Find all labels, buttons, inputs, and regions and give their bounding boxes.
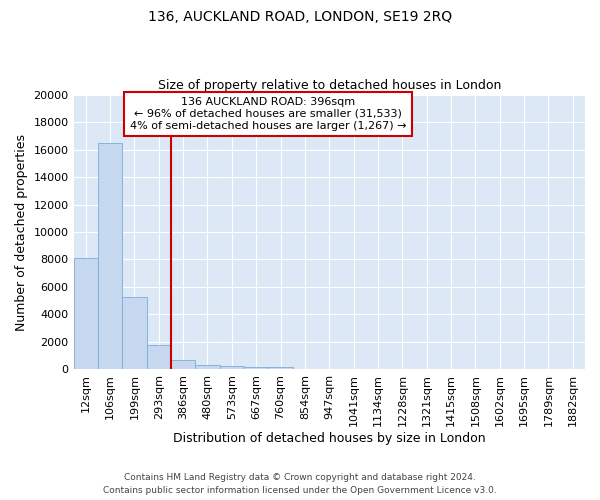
Bar [220, 366, 244, 370]
Text: Contains HM Land Registry data © Crown copyright and database right 2024.
Contai: Contains HM Land Registry data © Crown c… [103, 474, 497, 495]
Bar [196, 364, 220, 370]
Bar [98, 142, 122, 370]
Y-axis label: Number of detached properties: Number of detached properties [15, 134, 28, 330]
Text: 136, AUCKLAND ROAD, LONDON, SE19 2RQ: 136, AUCKLAND ROAD, LONDON, SE19 2RQ [148, 10, 452, 24]
Bar [146, 344, 171, 370]
Bar [171, 360, 196, 370]
Bar [244, 366, 268, 370]
Bar [74, 258, 98, 370]
Bar [268, 366, 293, 370]
Title: Size of property relative to detached houses in London: Size of property relative to detached ho… [158, 79, 501, 92]
Bar [122, 296, 146, 370]
Text: 136 AUCKLAND ROAD: 396sqm
← 96% of detached houses are smaller (31,533)
4% of se: 136 AUCKLAND ROAD: 396sqm ← 96% of detac… [130, 98, 406, 130]
X-axis label: Distribution of detached houses by size in London: Distribution of detached houses by size … [173, 432, 485, 445]
